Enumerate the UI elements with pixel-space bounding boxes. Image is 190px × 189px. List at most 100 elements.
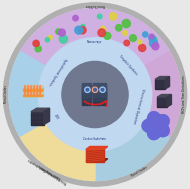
- Circle shape: [149, 34, 154, 39]
- Wedge shape: [95, 123, 169, 180]
- Polygon shape: [23, 94, 42, 96]
- Circle shape: [152, 43, 159, 50]
- Circle shape: [73, 15, 78, 21]
- Bar: [100, 83, 102, 92]
- Text: Electrochemical Deposition: Electrochemical Deposition: [131, 88, 144, 124]
- Bar: [103, 85, 106, 97]
- Circle shape: [98, 29, 105, 36]
- Polygon shape: [23, 95, 44, 96]
- Bar: [93, 91, 95, 105]
- Circle shape: [86, 88, 89, 91]
- Wedge shape: [21, 123, 95, 180]
- Bar: [89, 85, 91, 97]
- Circle shape: [37, 91, 38, 92]
- Circle shape: [37, 86, 38, 87]
- Circle shape: [122, 19, 130, 28]
- Bar: [93, 88, 95, 101]
- Wedge shape: [144, 52, 181, 138]
- Circle shape: [28, 93, 29, 94]
- Circle shape: [3, 3, 187, 186]
- Circle shape: [37, 95, 38, 96]
- Circle shape: [31, 89, 32, 90]
- Bar: [100, 88, 102, 101]
- Text: CVD: CVD: [53, 113, 60, 120]
- Polygon shape: [23, 89, 42, 91]
- Bar: [82, 83, 84, 92]
- Circle shape: [28, 86, 29, 87]
- Circle shape: [151, 37, 157, 43]
- Circle shape: [35, 46, 41, 52]
- Bar: [82, 91, 84, 105]
- Polygon shape: [86, 149, 104, 162]
- Circle shape: [58, 29, 65, 36]
- Text: MOFs and Their Derivatives: MOFs and Their Derivatives: [182, 76, 186, 113]
- Polygon shape: [23, 91, 42, 93]
- Circle shape: [38, 38, 152, 151]
- Circle shape: [100, 87, 105, 92]
- Bar: [103, 88, 106, 101]
- Circle shape: [37, 93, 38, 94]
- Circle shape: [62, 61, 128, 128]
- Polygon shape: [86, 146, 108, 149]
- Circle shape: [25, 86, 26, 87]
- Bar: [93, 85, 95, 97]
- FancyBboxPatch shape: [31, 112, 44, 125]
- Circle shape: [81, 24, 85, 28]
- Bar: [96, 91, 99, 105]
- Circle shape: [34, 93, 35, 94]
- Circle shape: [25, 87, 26, 88]
- Circle shape: [79, 26, 86, 34]
- FancyBboxPatch shape: [155, 79, 165, 89]
- Circle shape: [75, 26, 83, 34]
- Circle shape: [123, 31, 127, 35]
- Circle shape: [35, 42, 38, 45]
- Circle shape: [34, 95, 35, 96]
- Polygon shape: [23, 86, 44, 87]
- Circle shape: [40, 91, 41, 92]
- Circle shape: [149, 35, 155, 41]
- Wedge shape: [9, 52, 46, 138]
- Text: Metal Phosphides: Metal Phosphides: [39, 164, 62, 180]
- Circle shape: [48, 35, 52, 39]
- Circle shape: [25, 89, 26, 90]
- Polygon shape: [165, 77, 169, 89]
- Polygon shape: [23, 93, 42, 94]
- Bar: [103, 83, 106, 92]
- Circle shape: [28, 91, 29, 92]
- Polygon shape: [167, 94, 171, 107]
- Circle shape: [101, 88, 104, 91]
- Circle shape: [104, 33, 111, 39]
- Circle shape: [40, 93, 41, 94]
- Circle shape: [34, 91, 35, 92]
- Text: Template Synthesis: Template Synthesis: [118, 54, 138, 76]
- Bar: [89, 83, 91, 92]
- Bar: [96, 88, 99, 101]
- Bar: [89, 88, 91, 101]
- Circle shape: [31, 93, 32, 94]
- Polygon shape: [142, 112, 169, 140]
- Text: Nanoarrays: Nanoarrays: [87, 40, 103, 44]
- Circle shape: [40, 87, 41, 88]
- Polygon shape: [31, 108, 50, 112]
- Circle shape: [37, 89, 38, 90]
- Circle shape: [25, 93, 26, 94]
- Polygon shape: [44, 108, 50, 125]
- Wedge shape: [21, 9, 169, 66]
- Text: Metal Oxides: Metal Oxides: [4, 86, 8, 103]
- Circle shape: [56, 29, 61, 34]
- Circle shape: [100, 26, 106, 32]
- Circle shape: [45, 38, 49, 42]
- Bar: [100, 85, 102, 97]
- Circle shape: [143, 32, 148, 37]
- Text: Metal Oxides: Metal Oxides: [131, 166, 148, 178]
- Polygon shape: [23, 90, 44, 91]
- Polygon shape: [23, 87, 42, 88]
- Circle shape: [31, 86, 32, 87]
- Circle shape: [130, 35, 136, 41]
- Text: Metal Hydroxides/Oxyhydroxides: Metal Hydroxides/Oxyhydroxides: [28, 157, 68, 184]
- Circle shape: [138, 40, 142, 44]
- Bar: [85, 83, 88, 92]
- Text: Carbon Substrate: Carbon Substrate: [83, 137, 107, 141]
- Circle shape: [92, 87, 98, 92]
- Text: Hydrothermal Synthesis: Hydrothermal Synthesis: [47, 57, 67, 85]
